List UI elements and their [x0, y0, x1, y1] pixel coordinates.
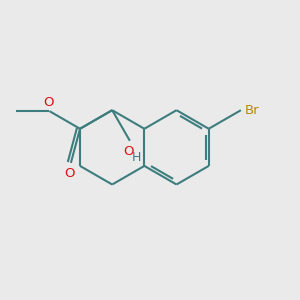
Text: O: O — [64, 167, 75, 180]
Text: Br: Br — [245, 104, 260, 117]
Text: O: O — [124, 145, 134, 158]
Text: H: H — [131, 152, 141, 164]
Text: O: O — [43, 96, 54, 109]
